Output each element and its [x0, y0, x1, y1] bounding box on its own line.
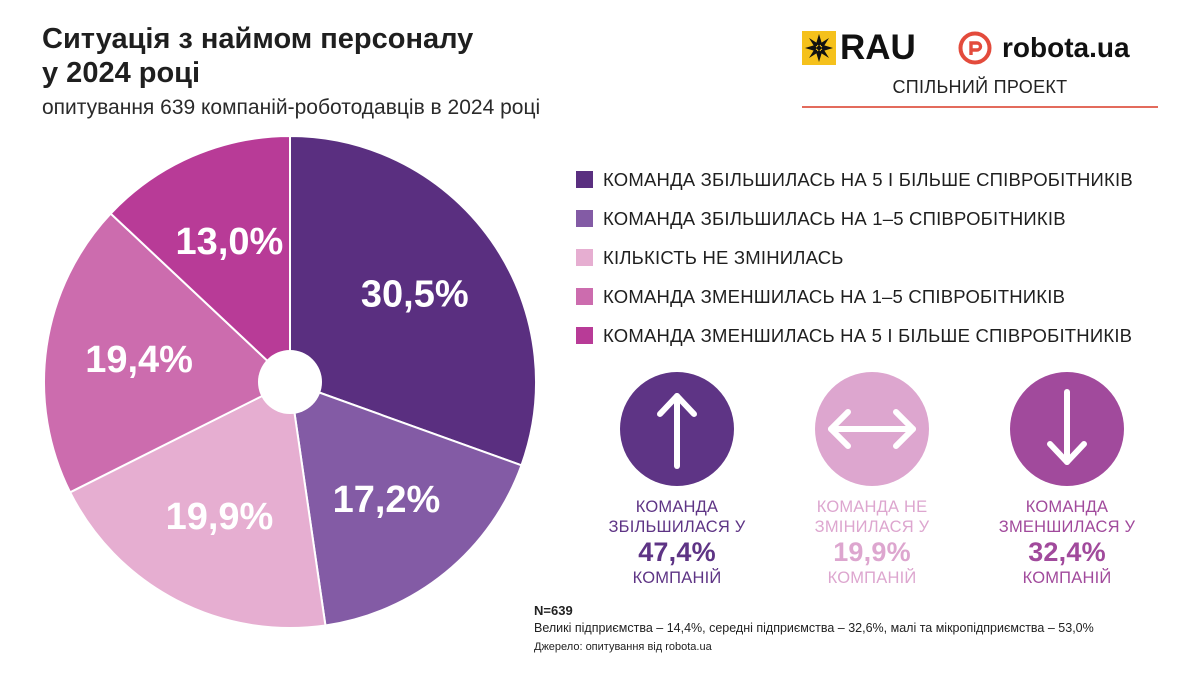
sample-size-note: N=639: [534, 603, 573, 618]
summary-line: ЗМІНИЛАСЯ У: [814, 518, 930, 536]
pie-slice: [289, 134, 537, 467]
legend-item: КОМАНДА ЗМЕНШИЛАСЬ НА 5 І БІЛЬШЕ СПІВРОБ…: [576, 316, 1176, 355]
legend-swatch: [576, 210, 593, 227]
legend-swatch: [576, 249, 593, 266]
pie-slice-label: 30,5%: [361, 273, 469, 315]
robota-logo-text: robota.ua: [1002, 32, 1130, 63]
header-divider: [802, 106, 1158, 108]
summary-percent: 32,4%: [1028, 537, 1106, 567]
legend-swatch: [576, 327, 593, 344]
pie-slice-label: 19,9%: [166, 496, 274, 538]
legend-item: КІЛЬКІСТЬ НЕ ЗМІНИЛАСЬ: [576, 238, 1176, 277]
legend-item: КОМАНДА ЗБІЛЬШИЛАСЬ НА 1–5 СПІВРОБІТНИКІ…: [576, 199, 1176, 238]
summary-increase-text: КОМАНДА ЗБІЛЬШИЛАСЯ У 47,4% КОМПАНІЙ: [582, 497, 772, 588]
rau-logo: RAU: [802, 30, 916, 66]
summary-line: КОМАНДА: [635, 498, 719, 516]
source-note: Джерело: опитування від robota.ua: [534, 641, 712, 653]
summary-percent: 47,4%: [638, 537, 716, 567]
legend-item: КОМАНДА ЗМЕНШИЛАСЬ НА 1–5 СПІВРОБІТНИКІВ: [576, 277, 1176, 316]
legend-swatch: [576, 171, 593, 188]
robota-r-circle-icon: [958, 31, 992, 65]
summary-unchanged-text: КОМАНДА НЕ ЗМІНИЛАСЯ У 19,9% КОМПАНІЙ: [777, 497, 967, 588]
legend-label: КОМАНДА ЗБІЛЬШИЛАСЬ НА 1–5 СПІВРОБІТНИКІ…: [603, 207, 1066, 229]
pie-slice: [288, 380, 523, 627]
summary-increase-circle: [620, 372, 734, 486]
legend-swatch: [576, 288, 593, 305]
pie-slice-label: 19,4%: [85, 339, 193, 381]
arrow-down-icon: [1047, 389, 1087, 465]
company-size-note: Великі підприємства – 14,4%, середні під…: [534, 621, 1094, 635]
legend-label: КОМАНДА ЗМЕНШИЛАСЬ НА 5 І БІЛЬШЕ СПІВРОБ…: [603, 324, 1133, 346]
summary-line: КОМПАНІЙ: [827, 569, 917, 587]
summary-line: ЗМЕНШИЛАСЯ У: [998, 518, 1136, 536]
pie-slice: [109, 134, 291, 385]
legend-item: КОМАНДА ЗБІЛЬШИЛАСЬ НА 5 І БІЛЬШЕ СПІВРО…: [576, 160, 1176, 199]
footnotes: N=639 Великі підприємства – 14,4%, серед…: [534, 603, 1174, 653]
pie-chart: 30,5% 17,2% 19,9% 19,4% 13,0%: [43, 134, 537, 629]
summary-line: КОМПАНІЙ: [1022, 569, 1112, 587]
rau-star-icon: [802, 31, 836, 65]
chart-legend: КОМАНДА ЗБІЛЬШИЛАСЬ НА 5 І БІЛЬШЕ СПІВРО…: [576, 160, 1176, 355]
pie-slice: [43, 212, 292, 494]
summary-decrease-text: КОМАНДА ЗМЕНШИЛАСЯ У 32,4% КОМПАНІЙ: [972, 497, 1162, 588]
legend-label: КОМАНДА ЗМЕНШИЛАСЬ НА 1–5 СПІВРОБІТНИКІВ: [603, 285, 1066, 307]
pie-slice: [68, 380, 327, 629]
legend-label: КОМАНДА ЗБІЛЬШИЛАСЬ НА 5 І БІЛЬШЕ СПІВРО…: [603, 168, 1133, 190]
rau-logo-text: RAU: [840, 28, 916, 67]
pie-center-hole: [258, 350, 322, 414]
summary-percent: 19,9%: [833, 537, 911, 567]
robota-logo: robota.ua: [958, 30, 1130, 66]
summary-line: ЗБІЛЬШИЛАСЯ У: [608, 518, 746, 536]
summary-line: КОМПАНІЙ: [632, 569, 722, 587]
pie-slice-label: 13,0%: [176, 221, 284, 263]
summary-line: КОМАНДА: [1025, 498, 1109, 516]
title-line-2: у 2024 році: [42, 57, 201, 89]
summary-unchanged-circle: [815, 372, 929, 486]
legend-label: КІЛЬКІСТЬ НЕ ЗМІНИЛАСЬ: [603, 246, 844, 268]
chart-title: Ситуація з наймом персоналу у 2024 році: [42, 22, 562, 90]
summary-decrease-circle: [1010, 372, 1124, 486]
arrow-up-icon: [657, 393, 697, 469]
joint-project-label: СПІЛЬНИЙ ПРОЕКТ: [892, 77, 1068, 97]
title-line-1: Ситуація з наймом персоналу: [42, 23, 474, 55]
arrow-left-right-icon: [828, 409, 916, 449]
summary-line: КОМАНДА НЕ: [816, 498, 928, 516]
pie-slice-label: 17,2%: [333, 479, 441, 521]
chart-subtitle: опитування 639 компаній-роботодавців в 2…: [42, 96, 541, 119]
